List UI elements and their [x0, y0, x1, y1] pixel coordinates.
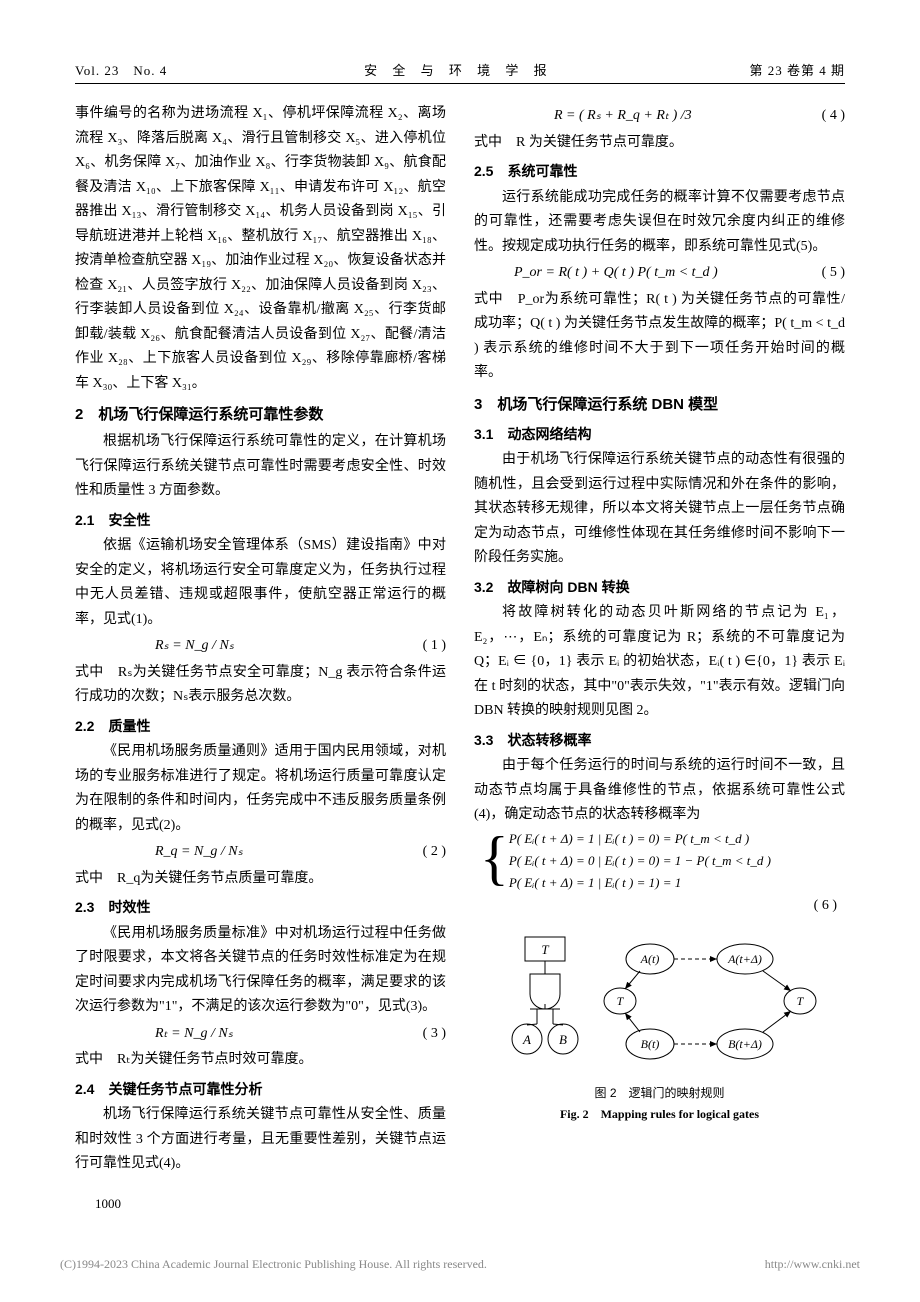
- fig-label-AtD: A(t+Δ): [727, 952, 762, 966]
- heading-3-3: 3.3 状态转移概率: [474, 728, 845, 753]
- equation-1: Rₛ = N_g / Nₛ ( 1 ): [75, 632, 446, 661]
- para-3-3: 由于每个任务运行的时间与系统的运行时间不一致，且动态节点均属于具备维修性的节点，…: [474, 754, 845, 828]
- equation-3: Rₜ = N_g / Nₛ ( 3 ): [75, 1020, 446, 1049]
- eq3-num: ( 3 ): [423, 1022, 446, 1047]
- header-right: 第 23 卷第 4 期: [749, 60, 845, 79]
- header-center: 安 全 与 环 境 学 报: [364, 60, 553, 79]
- footer-right: http://www.cnki.net: [765, 1257, 860, 1272]
- page-number: 1000: [95, 1196, 121, 1212]
- figure-2-caption-en: Fig. 2 Mapping rules for logical gates: [474, 1104, 845, 1125]
- heading-3-2: 3.2 故障树向 DBN 转换: [474, 575, 845, 600]
- heading-3: 3 机场飞行保障运行系统 DBN 模型: [474, 392, 845, 418]
- para-3-2: 将故障树转化的动态贝叶斯网络的节点记为 E₁，E₂，⋯，Eₙ；系统的可靠度记为 …: [474, 601, 845, 724]
- heading-2-3: 2.3 时效性: [75, 895, 446, 920]
- fig-label-B: B: [559, 1032, 567, 1047]
- para-2-5: 运行系统能成功完成任务的概率计算不仅需要考虑节点的可靠性，还需要考虑失误但在时效…: [474, 186, 845, 260]
- eq6-num: ( 6 ): [474, 894, 845, 919]
- figure-2-caption-cn: 图 2 逻辑门的映射规则: [474, 1083, 845, 1104]
- equation-5: P_or = R( t ) + Q( t ) P( t_m < t_d ) ( …: [474, 259, 845, 288]
- fig-label-Bt: B(t): [640, 1037, 659, 1051]
- eq1-body: Rₛ = N_g / Nₛ: [155, 634, 234, 659]
- figure-2-svg: T A B A(t): [495, 929, 825, 1079]
- heading-2-4: 2.4 关键任务节点可靠性分析: [75, 1077, 446, 1102]
- fig-label-T: T: [541, 942, 549, 957]
- eq6a: P( Eᵢ( t + Δ) = 1 | Eᵢ( t ) = 0) = P( t_…: [509, 828, 771, 850]
- left-column: 事件编号的名称为进场流程 X₁、停机坪保障流程 X₂、离场流程 X₃、降落后脱离…: [75, 102, 446, 1177]
- page-footer: (C)1994-2023 China Academic Journal Elec…: [60, 1257, 860, 1272]
- equation-4: R = ( Rₛ + R_q + Rₜ ) /3 ( 4 ): [474, 102, 845, 131]
- para-2-1b: 式中 Rₛ为关键任务节点安全可靠度；N_g 表示符合条件运行成功的次数；Nₛ表示…: [75, 661, 446, 710]
- para-4b: 式中 R 为关键任务节点可靠度。: [474, 131, 845, 156]
- eq4-body: R = ( Rₛ + R_q + Rₜ ) /3: [554, 104, 692, 129]
- eq5-num: ( 5 ): [822, 261, 845, 286]
- para-3-1: 由于机场飞行保障运行系统关键节点的动态性有很强的随机性，且会受到运行过程中实际情…: [474, 448, 845, 571]
- figure-2: T A B A(t): [474, 929, 845, 1125]
- para-2-3: 《民用机场服务质量标准》中对机场运行过程中任务做了时限要求，本文将各关键节点的任…: [75, 922, 446, 1020]
- heading-3-1: 3.1 动态网络结构: [474, 422, 845, 447]
- heading-2-5: 2.5 系统可靠性: [474, 159, 845, 184]
- heading-2-2: 2.2 质量性: [75, 714, 446, 739]
- eq2-num: ( 2 ): [423, 840, 446, 865]
- para-2-3b: 式中 Rₜ为关键任务节点时效可靠度。: [75, 1048, 446, 1073]
- eq3-body: Rₜ = N_g / Nₛ: [155, 1022, 233, 1047]
- para-2-1: 依据《运输机场安全管理体系（SMS）建设指南》中对安全的定义，将机场运行安全可靠…: [75, 534, 446, 632]
- para-2-2b: 式中 R_q为关键任务节点质量可靠度。: [75, 867, 446, 892]
- eq6c: P( Eᵢ( t + Δ) = 1 | Eᵢ( t ) = 1) = 1: [509, 872, 771, 894]
- eq5-body: P_or = R( t ) + Q( t ) P( t_m < t_d ): [514, 261, 718, 286]
- para-2-2: 《民用机场服务质量通则》适用于国内民用领域，对机场的专业服务标准进行了规定。将机…: [75, 740, 446, 838]
- eq6b: P( Eᵢ( t + Δ) = 0 | Eᵢ( t ) = 0) = 1 − P…: [509, 850, 771, 872]
- para-2-4: 机场飞行保障运行系统关键节点可靠性从安全性、质量和时效性 3 个方面进行考量，且…: [75, 1103, 446, 1177]
- equation-6-block: { P( Eᵢ( t + Δ) = 1 | Eᵢ( t ) = 0) = P( …: [474, 828, 845, 894]
- eq2-body: R_q = N_g / Nₛ: [155, 840, 243, 865]
- header-left: Vol. 23 No. 4: [75, 60, 167, 79]
- para-5b: 式中 P_or为系统可靠性；R( t ) 为关键任务节点的可靠性/成功率；Q( …: [474, 288, 845, 386]
- heading-2-1: 2.1 安全性: [75, 508, 446, 533]
- page-header: Vol. 23 No. 4 安 全 与 环 境 学 报 第 23 卷第 4 期: [75, 60, 845, 84]
- intro-text: 事件编号的名称为进场流程 X₁、停机坪保障流程 X₂、离场流程 X₃、降落后脱离…: [75, 102, 446, 396]
- fig-label-At: A(t): [639, 952, 659, 966]
- equation-2: R_q = N_g / Nₛ ( 2 ): [75, 838, 446, 867]
- eq4-num: ( 4 ): [822, 104, 845, 129]
- para-2: 根据机场飞行保障运行系统可靠性的定义，在计算机场飞行保障运行系统关键节点可靠性时…: [75, 430, 446, 504]
- footer-left: (C)1994-2023 China Academic Journal Elec…: [60, 1257, 487, 1272]
- heading-2: 2 机场飞行保障运行系统可靠性参数: [75, 402, 446, 428]
- right-column: R = ( Rₛ + R_q + Rₜ ) /3 ( 4 ) 式中 R 为关键任…: [474, 102, 845, 1177]
- eq1-num: ( 1 ): [423, 634, 446, 659]
- fig-label-A: A: [522, 1032, 531, 1047]
- fig-label-BtD: B(t+Δ): [728, 1037, 762, 1051]
